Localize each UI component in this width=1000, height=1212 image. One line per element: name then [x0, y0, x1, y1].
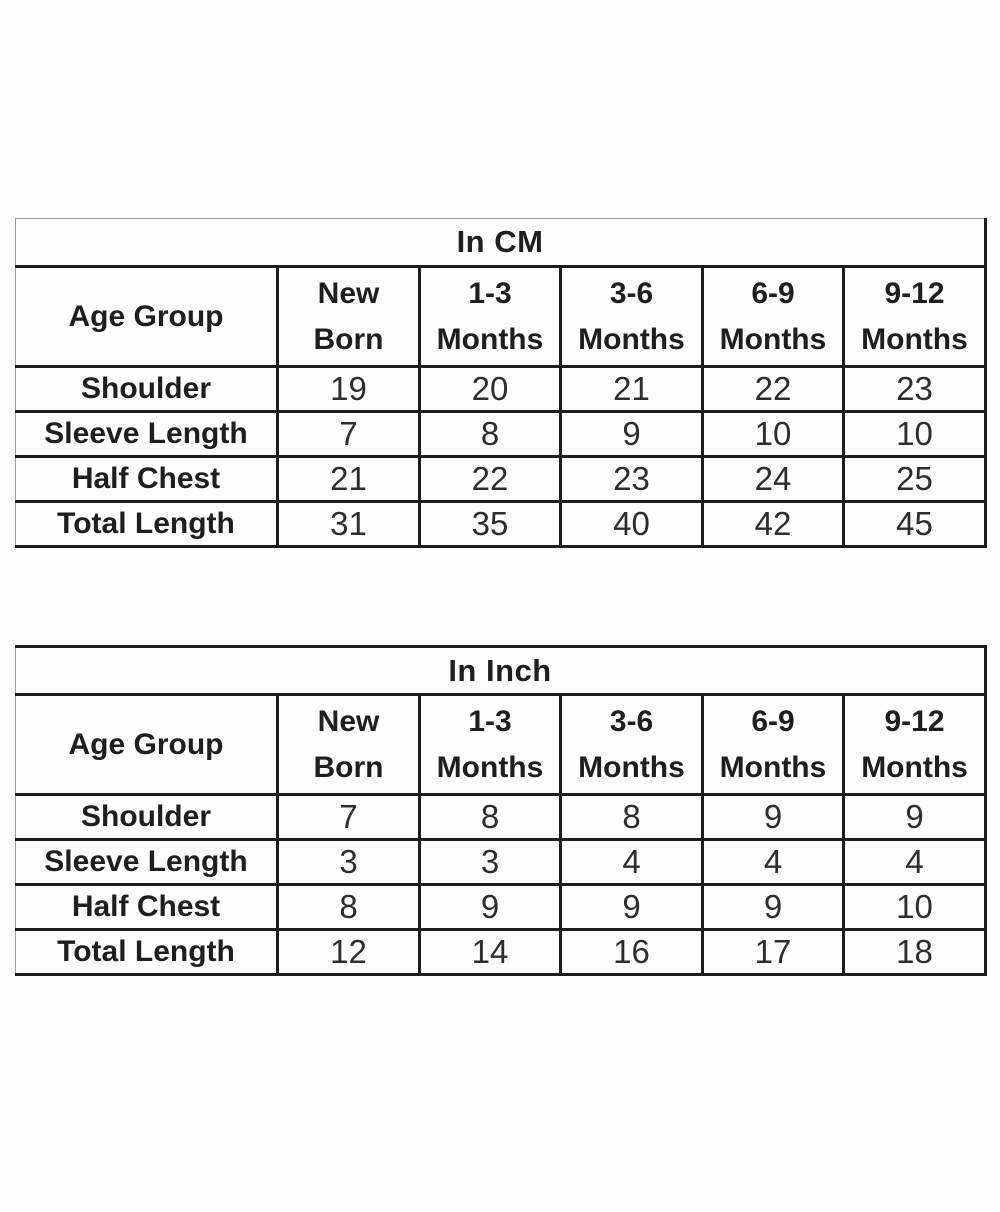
table-title-inch: In Inch [14, 645, 988, 696]
value-cell: 20 [418, 365, 562, 413]
column-header-3-6-months: 3-6 Months [559, 265, 704, 368]
header-line: Months [719, 750, 827, 784]
value-cell: 8 [418, 793, 562, 841]
table-row-total-length: Total Length 12 14 16 17 18 [15, 928, 988, 976]
value-cell: 23 [842, 365, 987, 413]
value-cell: 21 [276, 455, 421, 503]
table-header-row: Age Group New Born 1-3 Months 3-6 Months… [15, 693, 988, 796]
value-cell: 35 [418, 500, 562, 548]
header-line: 6-9 [751, 276, 795, 310]
header-line: Months [578, 750, 685, 784]
header-line: Months [719, 322, 827, 356]
column-header-new-born: New Born [276, 693, 421, 796]
header-line: Born [313, 750, 384, 784]
header-line: 9-12 [884, 276, 945, 310]
value-cell: 22 [701, 365, 845, 413]
value-cell: 21 [559, 365, 704, 413]
value-cell: 10 [842, 410, 987, 458]
table-title-cm: In CM [15, 218, 987, 268]
column-header-new-born: New Born [276, 265, 421, 368]
table-row-half-chest: Half Chest 8 9 9 9 10 [15, 883, 988, 931]
header-line: Months [436, 322, 544, 356]
header-line: Months [578, 322, 685, 356]
column-header-1-3-months: 1-3 Months [418, 693, 562, 796]
column-header-9-12-months: 9-12 Months [842, 265, 987, 368]
row-label-sleeve-length: Sleeve Length [15, 410, 279, 458]
header-line: 3-6 [609, 276, 654, 310]
value-cell: 9 [701, 793, 845, 841]
header-line: Born [313, 322, 384, 356]
table-row-shoulder: Shoulder 19 20 21 22 23 [15, 365, 987, 413]
value-cell: 31 [276, 500, 421, 548]
row-label-total-length: Total Length [15, 928, 279, 976]
value-cell: 4 [701, 838, 845, 886]
header-line: New [317, 276, 380, 310]
row-label-total-length: Total Length [15, 500, 279, 548]
column-header-3-6-months: 3-6 Months [559, 693, 704, 796]
table-row-sleeve-length: Sleeve Length 7 8 9 10 10 [15, 410, 987, 458]
column-header-6-9-months: 6-9 Months [701, 693, 845, 796]
value-cell: 9 [418, 883, 562, 931]
header-line: Months [861, 750, 968, 784]
table-title-row: In Inch [14, 645, 988, 696]
value-cell: 14 [418, 928, 562, 976]
header-line: Months [861, 322, 968, 356]
table-header-row: Age Group New Born 1-3 Months 3-6 Months… [15, 265, 987, 368]
value-cell: 3 [418, 838, 562, 886]
table-row-total-length: Total Length 31 35 40 42 45 [15, 500, 987, 548]
row-label-half-chest: Half Chest [15, 455, 279, 503]
header-line: Months [436, 750, 544, 784]
value-cell: 10 [841, 883, 988, 931]
column-header-9-12-months: 9-12 Months [841, 693, 988, 796]
row-label-sleeve-length: Sleeve Length [15, 838, 279, 886]
table-row-sleeve-length: Sleeve Length 3 3 4 4 4 [15, 838, 988, 886]
header-line: 3-6 [609, 704, 654, 738]
row-label-shoulder: Shoulder [15, 365, 279, 413]
value-cell: 9 [559, 410, 704, 458]
column-header-1-3-months: 1-3 Months [418, 265, 562, 368]
value-cell: 9 [701, 883, 845, 931]
value-cell: 19 [276, 365, 421, 413]
value-cell: 9 [559, 883, 704, 931]
value-cell: 23 [559, 455, 704, 503]
header-line: 1-3 [468, 276, 512, 310]
value-cell: 4 [841, 838, 988, 886]
value-cell: 25 [842, 455, 987, 503]
value-cell: 42 [701, 500, 845, 548]
value-cell: 9 [841, 793, 988, 841]
value-cell: 7 [276, 410, 421, 458]
value-cell: 3 [276, 838, 421, 886]
value-cell: 22 [418, 455, 562, 503]
header-line: 1-3 [468, 704, 512, 738]
value-cell: 4 [559, 838, 704, 886]
row-label-half-chest: Half Chest [15, 883, 279, 931]
table-title-row: In CM [15, 218, 987, 268]
row-label-shoulder: Shoulder [15, 793, 279, 841]
table-row-half-chest: Half Chest 21 22 23 24 25 [15, 455, 987, 503]
column-header-6-9-months: 6-9 Months [701, 265, 845, 368]
table-row-shoulder: Shoulder 7 8 8 9 9 [15, 793, 988, 841]
value-cell: 45 [842, 500, 987, 548]
value-cell: 12 [276, 928, 421, 976]
header-line: New [317, 704, 380, 738]
value-cell: 18 [841, 928, 988, 976]
value-cell: 40 [559, 500, 704, 548]
value-cell: 7 [276, 793, 421, 841]
value-cell: 16 [559, 928, 704, 976]
size-chart-table-inch: In Inch Age Group New Born 1-3 Months 3-… [14, 645, 988, 976]
column-header-age-group: Age Group [15, 693, 279, 796]
value-cell: 24 [701, 455, 845, 503]
value-cell: 8 [559, 793, 704, 841]
size-chart-table-cm: In CM Age Group New Born 1-3 Months 3-6 … [15, 218, 987, 548]
header-line: 6-9 [751, 704, 795, 738]
value-cell: 8 [418, 410, 562, 458]
value-cell: 8 [276, 883, 421, 931]
column-header-age-group: Age Group [15, 265, 279, 368]
header-line: 9-12 [884, 704, 945, 738]
value-cell: 10 [701, 410, 845, 458]
value-cell: 17 [701, 928, 845, 976]
